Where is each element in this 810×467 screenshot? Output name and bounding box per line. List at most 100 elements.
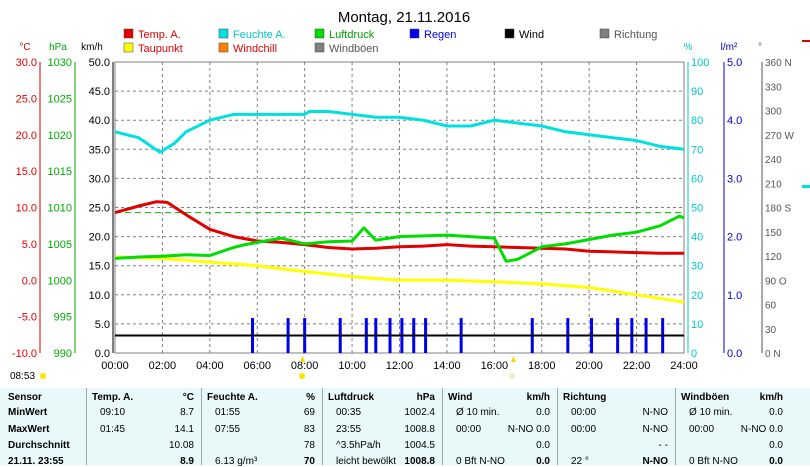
column-value: 1008.8 bbox=[404, 424, 435, 435]
column-value: N-NO 0.0 bbox=[507, 424, 550, 435]
x-tick-label: 22:00 bbox=[623, 360, 651, 372]
tick-label-wind: 50.0 bbox=[89, 57, 110, 69]
tick-label-temp: -10.0 bbox=[12, 348, 37, 360]
column-sub: 6.13 g/m³ bbox=[215, 456, 258, 467]
column-sub: 07:55 bbox=[215, 424, 241, 435]
tick-label-wind: 25.0 bbox=[89, 203, 110, 215]
column-value: 0.0 bbox=[769, 440, 783, 451]
column-unit: km/h bbox=[759, 392, 783, 403]
tick-label-press: 1010 bbox=[48, 203, 72, 215]
row-label: MinWert bbox=[8, 407, 48, 418]
tick-label-press: 990 bbox=[54, 348, 72, 360]
tick-label-dir: 300 bbox=[765, 107, 782, 118]
grid bbox=[115, 62, 684, 353]
column-unit: hPa bbox=[416, 392, 435, 403]
tick-label-wind: 20.0 bbox=[89, 232, 110, 244]
column-value: 8.7 bbox=[180, 407, 194, 418]
column-value: N-NO bbox=[642, 424, 668, 435]
column-value: 0.0 bbox=[769, 407, 783, 418]
sun-dot-icon bbox=[40, 373, 46, 379]
column-value: 0.0 bbox=[536, 456, 550, 467]
tick-label-wind: 35.0 bbox=[89, 144, 110, 156]
tick-label-dir: 90 O bbox=[765, 276, 787, 287]
column-sub: 0 Bft N-NO bbox=[456, 456, 505, 467]
x-tick-label: 20:00 bbox=[575, 360, 603, 372]
tick-label-wind: 15.0 bbox=[89, 261, 110, 273]
tick-label-hum: 100 bbox=[691, 57, 709, 69]
tick-label-hum: 10 bbox=[691, 319, 703, 331]
x-tick-label: 08:00 bbox=[291, 360, 319, 372]
column-unit: % bbox=[306, 392, 315, 403]
row-label: 21.11. 23:55 bbox=[8, 456, 64, 467]
column-title: Windböen bbox=[681, 392, 730, 403]
tick-label-dir: 30 bbox=[765, 325, 777, 336]
column-sub: 00:00 bbox=[689, 424, 715, 435]
tick-label-hum: 80 bbox=[691, 115, 703, 127]
legend-label: Windchill bbox=[233, 43, 277, 55]
column-value: 10.08 bbox=[168, 440, 194, 451]
legend-swatch bbox=[123, 28, 134, 39]
axis-unit-hum: % bbox=[684, 42, 693, 53]
x-tick-label: 04:00 bbox=[196, 360, 224, 372]
tick-label-dir: 360 N bbox=[765, 58, 792, 69]
legend-label: Regen bbox=[424, 29, 456, 41]
column-sub: 01:55 bbox=[215, 407, 241, 418]
column-title: Luftdruck bbox=[328, 392, 375, 403]
series-line-taupunkt bbox=[114, 255, 685, 304]
x-tick-label: 18:00 bbox=[528, 360, 556, 372]
tick-label-dir: 120 bbox=[765, 252, 782, 263]
column-separator bbox=[557, 388, 558, 465]
column-value: 0.0 bbox=[536, 440, 550, 451]
column-value: 14.1 bbox=[174, 424, 194, 435]
axis-unit-wind: km/h bbox=[81, 42, 103, 53]
column-sub: 00:00 bbox=[456, 424, 482, 435]
tick-label-dir: 0 N bbox=[765, 349, 781, 360]
tick-label-hum: 50 bbox=[691, 203, 703, 215]
column-separator bbox=[86, 388, 87, 465]
moon-dot-icon bbox=[509, 373, 515, 379]
tick-label-temp: 0.0 bbox=[22, 275, 37, 287]
column-unit: °C bbox=[182, 392, 194, 403]
tick-label-temp: 5.0 bbox=[22, 239, 37, 251]
chart-title: Montag, 21.11.2016 bbox=[338, 9, 470, 26]
x-tick-label: 02:00 bbox=[149, 360, 177, 372]
legend-label: Windböen bbox=[329, 43, 379, 55]
tick-label-dir: 180 S bbox=[765, 204, 791, 215]
tick-label-hum: 60 bbox=[691, 173, 703, 185]
column-sub: Ø 10 min. bbox=[456, 407, 500, 418]
column-sub: ^3.5hPa/h bbox=[336, 440, 381, 451]
tick-label-rain: 5.0 bbox=[727, 57, 742, 69]
tick-label-dir: 210 bbox=[765, 179, 782, 190]
axis-ticks: 30.025.020.015.010.05.00.0-5.0-10.010301… bbox=[12, 57, 795, 360]
column-value: 70 bbox=[303, 456, 315, 467]
tick-label-rain: 1.0 bbox=[727, 290, 742, 302]
tick-label-wind: 30.0 bbox=[89, 173, 110, 185]
tick-label-temp: 25.0 bbox=[16, 93, 37, 105]
column-value: 1004.5 bbox=[404, 440, 435, 451]
right-edge-indicators bbox=[802, 40, 810, 188]
legend-swatch bbox=[218, 28, 229, 39]
column-separator bbox=[322, 388, 323, 465]
column-value: - - bbox=[658, 440, 668, 451]
tick-label-press: 1025 bbox=[48, 93, 72, 105]
column-value: 0.0 bbox=[536, 407, 550, 418]
tick-label-wind: 10.0 bbox=[89, 290, 110, 302]
x-tick-label: 16:00 bbox=[481, 360, 509, 372]
tick-label-hum: 70 bbox=[691, 144, 703, 156]
tick-label-press: 1015 bbox=[48, 166, 72, 178]
tick-label-press: 1000 bbox=[48, 275, 72, 287]
series-line-luftdruck bbox=[114, 214, 685, 263]
tick-label-rain: 3.0 bbox=[727, 173, 742, 185]
row-label: Durchschnitt bbox=[8, 440, 70, 451]
column-sub: 0 Bft N-NO bbox=[689, 456, 738, 467]
legend-swatch bbox=[599, 28, 610, 39]
legend-swatch bbox=[314, 42, 325, 53]
tick-label-temp: 10.0 bbox=[16, 203, 37, 215]
column-sub: 00:00 bbox=[571, 424, 597, 435]
column-value: N-NO bbox=[642, 407, 668, 418]
column-sub: 22 ° bbox=[571, 456, 589, 467]
axis-unit-rain: l/m² bbox=[721, 42, 738, 53]
tick-label-dir: 240 bbox=[765, 155, 782, 166]
x-axis-ticks: 00:00 02:00 04:00 06:00 08:00 10:00 12:00 14:00… bbox=[101, 360, 698, 372]
summary-panel: Sensor MinWert MaxWert Durchschnitt 21.11. 2… bbox=[0, 388, 810, 467]
